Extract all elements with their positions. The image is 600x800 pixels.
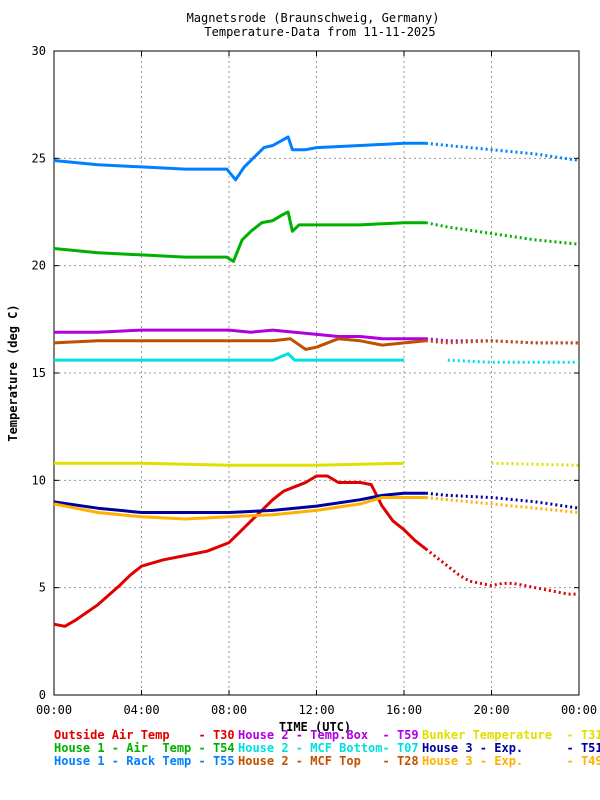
y-tick-label: 20 (32, 259, 46, 273)
chart-title-line-1: Magnetsrode (Braunschweig, Germany) (187, 11, 440, 25)
y-tick-label: 30 (32, 44, 46, 58)
series-line-5 (53, 491, 426, 514)
x-axis-label: TIME (UTC) (279, 720, 351, 734)
x-tick-label: 00:00 (561, 703, 597, 717)
series-line-dotted-4 (447, 358, 579, 364)
series-group (53, 135, 580, 628)
series-line-8 (53, 496, 426, 521)
x-tick-label: 20:00 (473, 703, 509, 717)
y-tick-label: 25 (32, 151, 46, 165)
legend-entry: House 1 - Rack Temp - T55 (54, 754, 235, 768)
legend-entry: Outside Air Temp - T30 (54, 728, 235, 742)
series-line-dotted-8 (425, 496, 580, 514)
grid-lines (54, 51, 579, 695)
x-tick-label: 16:00 (386, 703, 422, 717)
x-tick-label: 12:00 (298, 703, 334, 717)
series-line-dotted-5 (425, 491, 580, 510)
series-line-0 (53, 474, 427, 628)
series-line-4 (54, 352, 404, 362)
series-line-dotted-7 (425, 339, 579, 345)
legend-entry: House 1 - Air Temp - T54 (54, 741, 235, 755)
legend-entry: House 2 - MCF Top - T28 (238, 754, 419, 768)
legend-entry: House 2 - MCF Bottom- T07 (238, 741, 419, 755)
legend-entry: Bunker Temperature - T31 (422, 728, 600, 742)
x-tick-label: 00:00 (36, 703, 72, 717)
series-line-dotted-3 (425, 221, 580, 246)
legend: Outside Air Temp - T30 House 2 - Temp.Box… (54, 728, 600, 768)
legend-entry: House 3 - Exp. - T51 (422, 741, 600, 755)
series-line-dotted-2 (491, 461, 580, 467)
series-line-dotted-0 (424, 547, 579, 596)
y-tick-label: 15 (32, 366, 46, 380)
x-tick-label: 04:00 (123, 703, 159, 717)
y-axis-ticks: 0 5 10 15 20 25 30 (32, 44, 579, 702)
x-axis-ticks: 00:00 04:00 08:00 12:00 16:00 20:00 00:00 (36, 51, 597, 717)
legend-entry: House 3 - Exp. - T49 (422, 754, 600, 768)
series-line-3 (53, 210, 426, 263)
x-tick-label: 08:00 (211, 703, 247, 717)
series-line-7 (53, 337, 427, 351)
y-tick-label: 5 (39, 581, 46, 595)
series-line-1 (54, 328, 426, 341)
chart-title-line-2: Temperature-Data from 11-11-2025 (204, 25, 435, 39)
y-tick-label: 10 (32, 473, 46, 487)
y-axis-label: Temperature (deg C) (6, 304, 20, 441)
series-line-dotted-6 (425, 141, 580, 162)
y-tick-label: 0 (39, 688, 46, 702)
series-line-2 (54, 461, 405, 467)
legend-entry: House 2 - Temp.Box - T59 (238, 728, 419, 742)
